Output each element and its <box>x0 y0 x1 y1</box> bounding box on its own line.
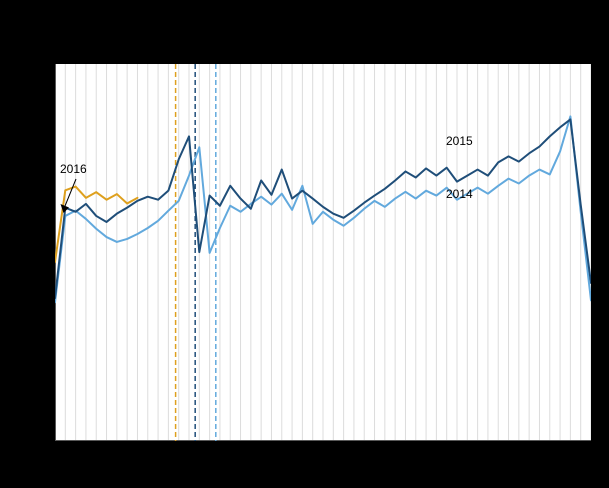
series-label-2016: 2016 <box>60 162 87 176</box>
series-label-2015: 2015 <box>446 134 473 148</box>
annotation-arrow-head <box>60 204 69 213</box>
series-line-2014 <box>55 115 591 304</box>
series-line-2016 <box>55 185 139 263</box>
series-line-2015 <box>55 118 591 300</box>
chart-svg <box>55 64 591 441</box>
plot-area: 2016 2015 2014 <box>55 64 591 441</box>
annotation-arrow-line <box>64 178 77 207</box>
series-label-2014: 2014 <box>446 187 473 201</box>
